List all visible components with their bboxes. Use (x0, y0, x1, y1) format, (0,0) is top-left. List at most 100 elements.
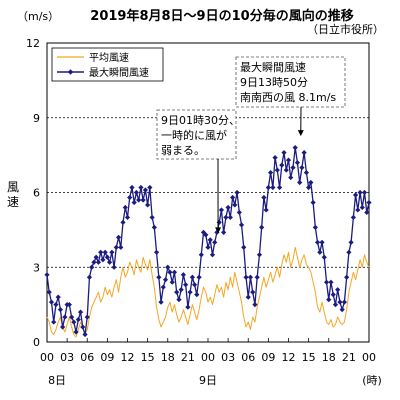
x-tick-label-4: 12 (121, 351, 135, 364)
x-axis-unit: (時) (362, 374, 382, 387)
x-tick-label-0: 00 (40, 351, 54, 364)
series-1-point-68 (196, 274, 202, 280)
series-1-point-41 (136, 197, 142, 203)
series-1-point-100 (267, 169, 274, 176)
series-1-point-139 (355, 207, 361, 213)
series-1-point-98 (263, 207, 269, 213)
series-1-point-126 (326, 297, 332, 303)
series-1-point-35 (122, 204, 128, 211)
series-1-point-133 (341, 299, 347, 305)
series-1-point-91 (247, 274, 254, 280)
x-tick-label-10: 06 (241, 351, 255, 364)
series-1-point-47 (149, 214, 155, 221)
series-1-point-53 (162, 277, 169, 283)
annotation-max-gust-line-3: 南南西の風 8.1m/s (240, 91, 336, 104)
series-1-point-142 (361, 189, 368, 196)
series-1-point-99 (265, 184, 271, 191)
series-1-point-130 (335, 287, 341, 293)
x-axis-ticks: 00 03 06 09 12 15 18 21 00 03 06 09 12 15 18 21 00 (40, 338, 376, 364)
series-1-point-123 (319, 239, 325, 245)
series-1-point-129 (332, 302, 339, 308)
source-label: （日立市役所） (307, 22, 384, 36)
series-1-point-55 (167, 269, 173, 275)
x-tick-label-3: 09 (100, 351, 114, 364)
x-tick-label-11: 09 (261, 351, 275, 364)
series-1-point-40 (133, 189, 140, 196)
series-1-point-33 (118, 244, 124, 250)
y-tick-label-0: 0 (33, 336, 40, 349)
series-1-point-60 (178, 287, 184, 293)
series-1-point-71 (203, 232, 209, 238)
series-1-point-115 (301, 150, 307, 156)
series-1-point-52 (160, 284, 166, 290)
series-1-point-125 (323, 279, 330, 285)
series-1-point-136 (348, 239, 354, 245)
series-1-point-127 (328, 279, 334, 285)
series-1-point-18 (84, 314, 90, 320)
legend-label-max-gust: 最大瞬間風速 (89, 66, 149, 79)
series-1-point-143 (364, 209, 370, 216)
annotation-max-gust-line-2: 9日13時50分 (240, 76, 308, 89)
series-1-point-72 (205, 244, 211, 250)
x-tick-label-14: 18 (322, 351, 336, 364)
series-1-point-78 (218, 207, 225, 213)
series-1-point-48 (151, 224, 157, 230)
series-1-point-45 (145, 202, 151, 208)
series-1-point-32 (115, 234, 122, 240)
series-1-point-58 (174, 289, 180, 295)
series-1-point-27 (104, 254, 110, 260)
series-1-point-144 (366, 199, 372, 206)
annotation-weak-wind: 9日01時30分、 一時的に風が 弱まる。 (156, 109, 240, 234)
series-1-point-29 (109, 249, 115, 255)
legend: 平均風速 最大瞬間風速 (51, 47, 164, 82)
series-1-point-10 (66, 302, 72, 308)
series-1-point-4 (53, 302, 59, 308)
series-layer (44, 145, 372, 338)
series-1-point-15 (77, 309, 84, 315)
x-tick-label-16: 00 (362, 351, 376, 364)
y-axis-title: 風 速 (7, 180, 19, 209)
x-tick-label-1: 03 (60, 351, 74, 364)
series-1-point-104 (276, 184, 283, 191)
series-1-point-24 (98, 249, 104, 255)
y-tick-label-3: 3 (33, 261, 40, 274)
series-1-point-113 (297, 179, 303, 186)
annotation-max-gust-box (235, 56, 346, 108)
series-1-point-107 (283, 167, 289, 173)
series-1-point-85 (234, 189, 240, 196)
annotation-weak-wind-line-1: 9日01時30分、 (161, 114, 240, 127)
series-1-point-50 (156, 274, 162, 280)
series-1-point-34 (120, 219, 126, 225)
series-1-point-89 (243, 274, 249, 280)
x-tick-label-13: 15 (302, 351, 316, 364)
series-1-point-101 (270, 184, 276, 191)
series-1-point-11 (69, 314, 75, 320)
series-1-point-51 (158, 299, 164, 305)
series-1-point-77 (216, 219, 222, 225)
series-1-point-95 (256, 252, 263, 258)
series-1-point-74 (209, 252, 216, 258)
x-tick-label-6: 18 (161, 351, 175, 364)
annotation-max-gust: 最大瞬間風速 9日13時50分 南南西の風 8.1m/s (235, 56, 346, 137)
series-1-point-97 (261, 194, 267, 201)
series-1-point-46 (147, 184, 153, 191)
series-1-point-131 (337, 299, 343, 305)
series-1-point-20 (89, 264, 95, 270)
series-1-point-63 (185, 304, 191, 310)
series-1-point-79 (221, 229, 227, 235)
series-1-point-108 (285, 157, 292, 163)
series-1-point-117 (306, 184, 312, 191)
chart-title: 2019年8月8日～9日の10分毎の風向の推移 (90, 8, 353, 24)
series-1-point-134 (344, 274, 350, 280)
series-1-point-13 (73, 329, 79, 335)
series-1-point-3 (51, 319, 57, 325)
series-1-point-138 (352, 192, 359, 198)
series-1-point-96 (259, 224, 265, 230)
series-1-point-65 (189, 274, 195, 280)
y-axis-title-char-1: 風 (7, 180, 19, 194)
y-tick-label-6: 6 (33, 187, 40, 200)
series-1-point-81 (225, 204, 231, 211)
series-1-point-16 (80, 324, 86, 330)
series-1-point-102 (272, 155, 278, 161)
x-tick-label-2: 06 (80, 351, 94, 364)
